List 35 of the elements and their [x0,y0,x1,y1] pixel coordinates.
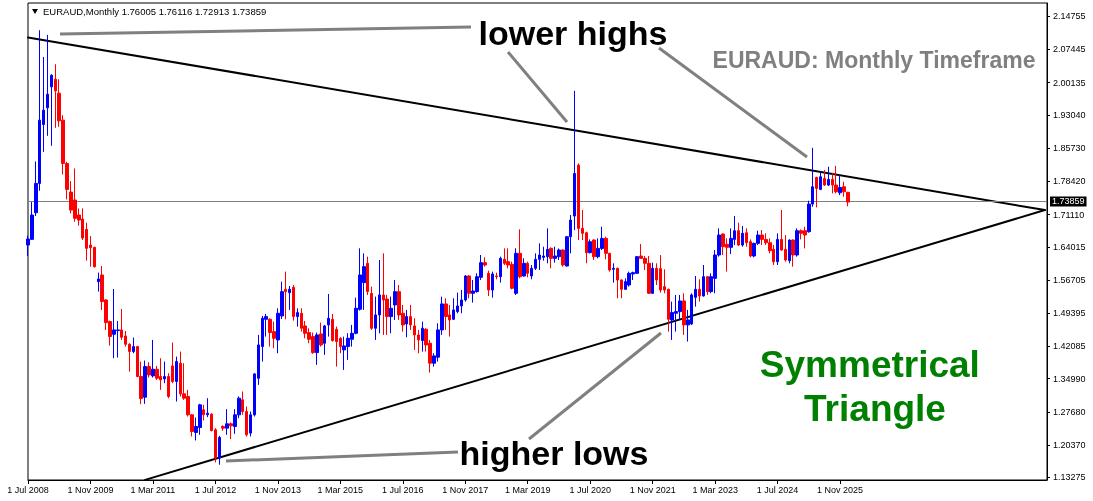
y-tick-label: 1.93040 [1053,109,1086,120]
y-tick-label: 2.14755 [1053,11,1086,22]
x-tick-label: 1 Mar 2023 [692,484,738,495]
x-tick-label: 1 Nov 2017 [442,484,489,495]
annotation: Symmetrical Triangle [759,343,991,429]
x-tick-label: 1 Mar 2011 [130,484,176,495]
y-tick-label: 1.56705 [1053,274,1086,285]
annotation: higher lows [459,434,649,472]
x-tick-label: 1 Jul 2024 [756,484,799,495]
text: EURAUD: Monthly Timeframe [712,47,1036,73]
x-tick-label: 1 Jul 2008 [7,484,49,495]
y-tick-label: 1.13275 [1053,472,1086,483]
annotation: lower highs [478,14,668,52]
y-tick-label: 1.85730 [1053,143,1086,154]
x-tick-label: 1 Jul 2020 [569,484,611,495]
x-tick-label: 1 Mar 2015 [317,484,364,495]
y-tick-label: 1.78420 [1053,176,1086,187]
x-tick-label: 1 Nov 2009 [67,484,114,495]
y-tick-label: 1.20370 [1053,440,1086,451]
y-tick-label: 1.71110 [1053,209,1085,220]
x-tick-label: 1 Jul 2016 [382,484,424,495]
y-tick-label: 2.00135 [1053,77,1086,88]
x-tick-label: 1 Nov 2021 [629,484,676,495]
y-tick-label: 1.27680 [1053,406,1086,417]
y-tick-label: 2.07445 [1053,44,1086,55]
x-tick-label: 1 Nov 2013 [254,484,301,495]
x-tick-label: 1 Mar 2019 [504,484,551,495]
chart-subtitle: EURAUD,Monthly 1.76005 1.76116 1.72913 1.73859 [43,5,267,17]
x-tick-label: 1 Nov 2025 [817,484,864,495]
y-tick-label: 1.34990 [1053,373,1086,384]
y-tick-label: 1.49395 [1053,308,1086,319]
ref-line-label: 1.73859 [1052,196,1085,207]
y-tick-label: 1.64015 [1053,241,1086,252]
x-tick-label: 1 Jul 2012 [194,484,237,495]
y-tick-label: 1.42085 [1053,341,1086,352]
